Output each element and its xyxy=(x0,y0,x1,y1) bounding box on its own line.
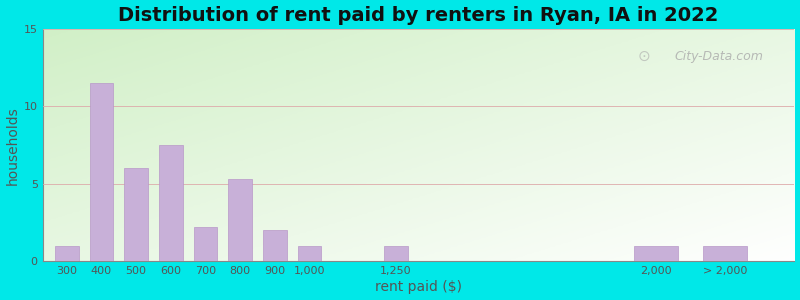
Bar xyxy=(90,83,114,261)
Bar xyxy=(263,230,286,261)
Text: City-Data.com: City-Data.com xyxy=(674,50,763,63)
Bar xyxy=(703,246,747,261)
Text: ⊙: ⊙ xyxy=(638,49,650,64)
Bar xyxy=(55,246,78,261)
Bar xyxy=(194,227,218,261)
Bar xyxy=(634,246,678,261)
Bar xyxy=(124,168,148,261)
Bar xyxy=(228,179,252,261)
Title: Distribution of rent paid by renters in Ryan, IA in 2022: Distribution of rent paid by renters in … xyxy=(118,6,718,25)
Bar xyxy=(298,246,321,261)
Y-axis label: households: households xyxy=(6,106,19,184)
Bar xyxy=(159,145,182,261)
Bar xyxy=(384,246,408,261)
X-axis label: rent paid ($): rent paid ($) xyxy=(375,280,462,294)
